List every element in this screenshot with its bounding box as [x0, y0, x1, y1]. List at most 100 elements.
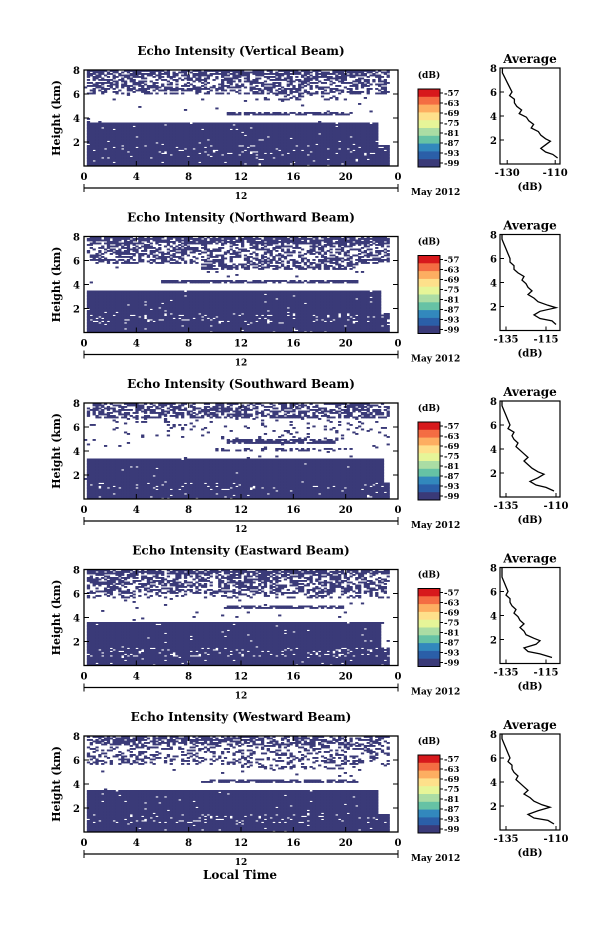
echo-cell [161, 149, 165, 152]
echo-cell [249, 143, 253, 146]
x-tick-label: 0 [81, 172, 88, 183]
echo-cell [260, 143, 265, 146]
echo-cell [343, 140, 348, 143]
echo-cell [263, 122, 268, 125]
echo-cell [286, 94, 290, 96]
echo-cell [269, 148, 273, 150]
echo-cell [118, 143, 122, 146]
echo-cell [343, 157, 348, 159]
echo-cell [241, 149, 245, 152]
echo-cell [298, 161, 302, 164]
echo-cell [375, 154, 379, 156]
echo-cell [158, 320, 162, 323]
echo-cell [172, 79, 176, 81]
echo-cell [223, 134, 228, 137]
echo-cell [340, 154, 345, 156]
echo-cell [132, 91, 136, 93]
echo-cell [298, 145, 302, 147]
echo-cell [118, 151, 122, 153]
echo-cell [241, 152, 245, 155]
echo-cell [320, 158, 325, 161]
echo-cell [138, 148, 142, 150]
echo-cell [372, 122, 376, 125]
echo-cell [303, 85, 308, 87]
echo-cell [198, 146, 202, 149]
echo-cell [295, 137, 299, 140]
echo-cell [241, 134, 245, 137]
echo-cell [106, 79, 111, 81]
echo-cell [115, 76, 119, 78]
echo-cell [278, 140, 282, 143]
echo-cell [360, 77, 365, 80]
x-tick-label: 0 [395, 172, 402, 183]
echo-cell [141, 155, 145, 158]
echo-cell [206, 158, 210, 161]
echo-cell [260, 113, 265, 116]
echo-cell [163, 125, 168, 128]
echo-cell [181, 146, 185, 149]
echo-cell [166, 83, 171, 86]
echo-cell [129, 157, 133, 159]
echo-cell [378, 74, 382, 77]
echo-cell [169, 151, 173, 153]
echo-cell [201, 143, 205, 146]
echo-cell [332, 139, 336, 141]
echo-cell [358, 161, 362, 164]
echo-cell [209, 136, 213, 138]
echo-cell [132, 136, 136, 138]
echo-cell [295, 151, 299, 153]
echo-cell [183, 143, 188, 146]
echo-cell [386, 146, 390, 149]
echo-cell [126, 74, 131, 77]
echo-cell [209, 148, 213, 150]
echo-cell [303, 158, 308, 161]
echo-cell [149, 122, 153, 125]
echo-cell [103, 149, 108, 152]
echo-cell [169, 160, 173, 162]
echo-cell [312, 140, 316, 143]
echo-cell [95, 161, 99, 164]
echo-cell [221, 143, 225, 146]
echo-cell [101, 148, 105, 150]
echo-cell [201, 139, 205, 141]
echo-cell [358, 142, 362, 144]
echo-cell [95, 148, 99, 150]
echo-cell [312, 142, 316, 144]
echo-cell [378, 148, 382, 150]
echo-cell [235, 158, 239, 161]
echo-cell [338, 142, 342, 144]
echo-cell [263, 80, 268, 83]
echo-cell [169, 157, 173, 159]
echo-cell [369, 145, 373, 147]
echo-cell [246, 157, 250, 159]
echo-cell [232, 157, 236, 159]
echo-cell [112, 139, 116, 141]
echo-cell [152, 82, 156, 84]
echo-cell [369, 143, 373, 146]
echo-cell [241, 139, 245, 141]
echo-cell [86, 160, 91, 162]
echo-cell [143, 152, 148, 155]
echo-cell [149, 146, 153, 149]
echo-cell [149, 139, 153, 141]
echo-cell [380, 155, 385, 158]
echo-cell [278, 137, 282, 140]
echo-cell [132, 122, 136, 125]
echo-cell [323, 79, 328, 81]
echo-cell [272, 92, 276, 95]
echo-cell [235, 161, 239, 164]
echo-cell [98, 149, 102, 152]
echo-cell [181, 79, 185, 81]
echo-cell [209, 140, 213, 143]
echo-cell [126, 158, 131, 161]
echo-cell [358, 91, 362, 93]
echo-cell [255, 137, 259, 140]
echo-cell [355, 154, 359, 156]
echo-cell [223, 152, 228, 155]
echo-cell [315, 85, 319, 87]
echo-cell [260, 160, 265, 162]
echo-cell [206, 143, 210, 146]
echo-cell [269, 86, 273, 89]
echo-cell [192, 122, 196, 125]
echo-cell [312, 134, 316, 137]
